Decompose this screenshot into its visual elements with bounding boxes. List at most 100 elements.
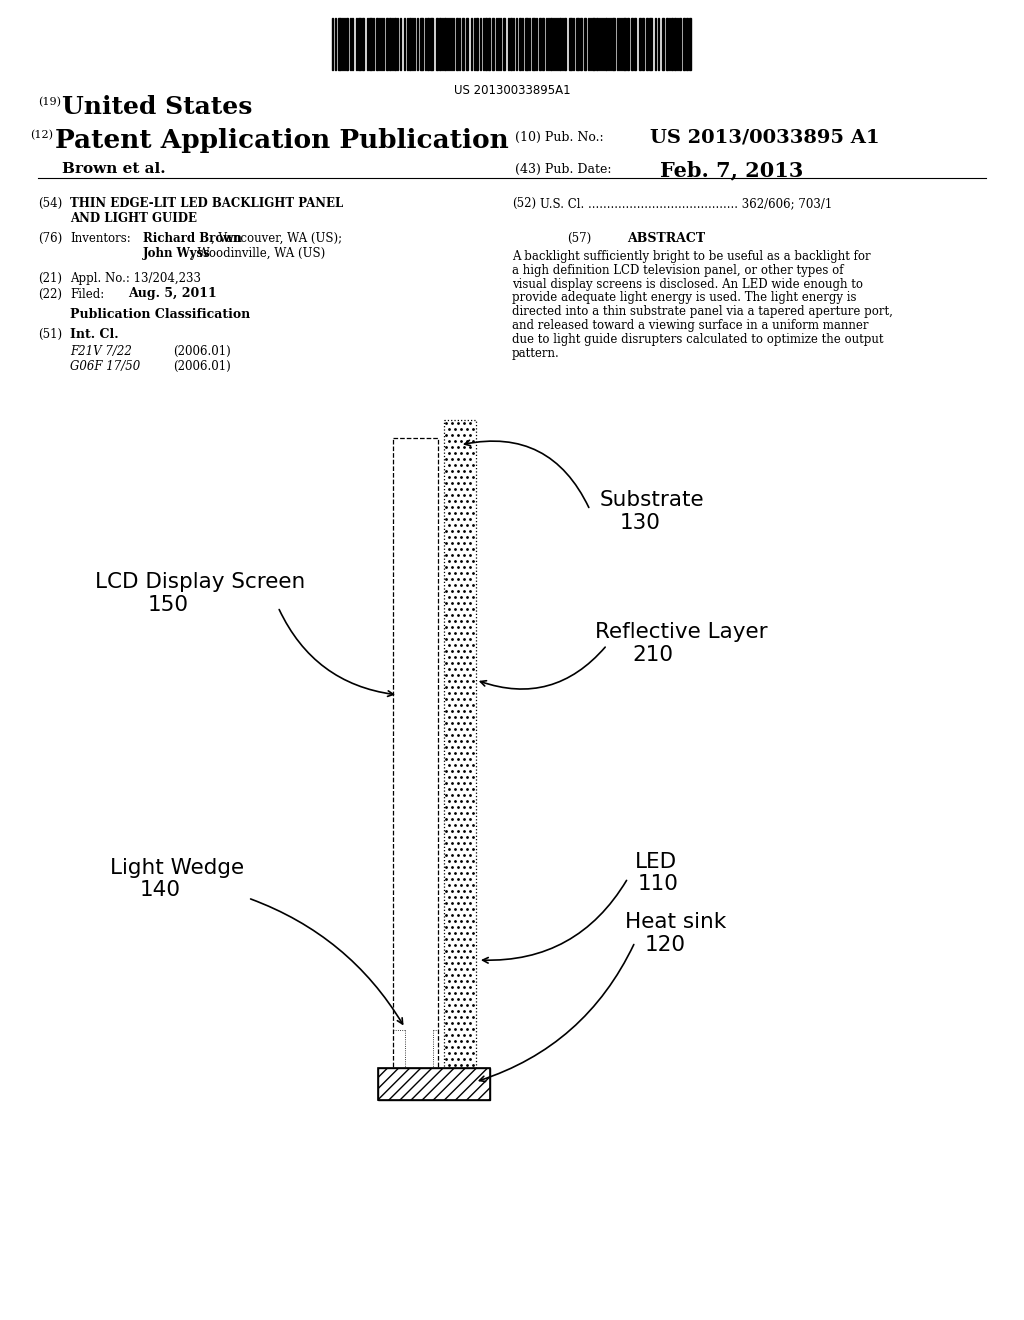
Bar: [679, 18, 681, 70]
Bar: [596, 18, 598, 70]
Text: Appl. No.: 13/204,233: Appl. No.: 13/204,233: [70, 272, 201, 285]
Bar: [631, 18, 633, 70]
Text: provide adequate light energy is used. The light energy is: provide adequate light energy is used. T…: [512, 292, 856, 305]
Bar: [559, 18, 561, 70]
Text: 130: 130: [620, 513, 660, 533]
Text: (21): (21): [38, 272, 62, 285]
Bar: [542, 18, 544, 70]
Text: , Vancouver, WA (US);: , Vancouver, WA (US);: [211, 232, 342, 246]
Text: (52): (52): [512, 197, 537, 210]
Text: Heat sink: Heat sink: [625, 912, 726, 932]
Bar: [575, 18, 579, 70]
Text: F21V 7/22: F21V 7/22: [70, 345, 132, 358]
Bar: [686, 18, 688, 70]
Bar: [569, 18, 572, 70]
Text: (12): (12): [30, 129, 53, 140]
Text: directed into a thin substrate panel via a tapered aperture port,: directed into a thin substrate panel via…: [512, 305, 893, 318]
Text: Aug. 5, 2011: Aug. 5, 2011: [128, 286, 217, 300]
Polygon shape: [444, 420, 476, 1092]
Text: Richard Brown: Richard Brown: [143, 232, 242, 246]
Text: Brown et al.: Brown et al.: [62, 162, 166, 176]
Text: AND LIGHT GUIDE: AND LIGHT GUIDE: [70, 213, 197, 224]
Text: a high definition LCD television panel, or other types of: a high definition LCD television panel, …: [512, 264, 844, 277]
Bar: [338, 18, 341, 70]
Text: LCD Display Screen: LCD Display Screen: [95, 572, 305, 591]
Bar: [358, 18, 361, 70]
Text: Publication Classification: Publication Classification: [70, 308, 250, 321]
Text: (2006.01): (2006.01): [173, 360, 230, 374]
Text: Inventors:: Inventors:: [70, 232, 131, 246]
Bar: [674, 18, 676, 70]
Bar: [456, 18, 458, 70]
Bar: [466, 18, 468, 70]
Bar: [525, 18, 528, 70]
Bar: [346, 18, 348, 70]
Text: U.S. Cl. ........................................ 362/606; 703/1: U.S. Cl. ...............................…: [540, 197, 833, 210]
Text: (43) Pub. Date:: (43) Pub. Date:: [515, 162, 611, 176]
Bar: [389, 18, 391, 70]
Bar: [376, 18, 378, 70]
Bar: [492, 18, 494, 70]
Bar: [444, 18, 446, 70]
Bar: [386, 18, 388, 70]
Text: Reflective Layer: Reflective Layer: [595, 622, 768, 642]
Bar: [666, 18, 668, 70]
Text: 110: 110: [638, 874, 679, 894]
Text: (51): (51): [38, 327, 62, 341]
Bar: [378, 1068, 490, 1100]
Text: (2006.01): (2006.01): [173, 345, 230, 358]
Bar: [503, 18, 505, 70]
Text: Feb. 7, 2013: Feb. 7, 2013: [660, 160, 804, 180]
Text: 120: 120: [645, 935, 686, 954]
Bar: [662, 18, 664, 70]
Text: United States: United States: [62, 95, 252, 119]
Bar: [592, 18, 595, 70]
Bar: [462, 18, 464, 70]
Bar: [605, 18, 607, 70]
Text: THIN EDGE-LIT LED BACKLIGHT PANEL: THIN EDGE-LIT LED BACKLIGHT PANEL: [70, 197, 343, 210]
Text: (76): (76): [38, 232, 62, 246]
Bar: [532, 18, 535, 70]
Text: 150: 150: [148, 595, 189, 615]
Bar: [409, 18, 411, 70]
Bar: [476, 18, 478, 70]
Bar: [564, 18, 566, 70]
Text: Int. Cl.: Int. Cl.: [70, 327, 119, 341]
Text: 210: 210: [632, 645, 673, 665]
Bar: [683, 18, 685, 70]
Text: Light Wedge: Light Wedge: [110, 858, 244, 878]
Bar: [689, 18, 691, 70]
Bar: [378, 1068, 490, 1100]
Bar: [634, 18, 636, 70]
Text: LED: LED: [635, 851, 677, 873]
Text: US 2013/0033895 A1: US 2013/0033895 A1: [650, 128, 880, 147]
Bar: [584, 18, 586, 70]
Text: US 20130033895A1: US 20130033895A1: [454, 84, 570, 96]
Text: (54): (54): [38, 197, 62, 210]
Bar: [639, 18, 641, 70]
Bar: [430, 18, 433, 70]
Text: 140: 140: [140, 880, 181, 900]
Bar: [436, 18, 438, 70]
Bar: [485, 18, 487, 70]
Text: (19): (19): [38, 96, 61, 107]
Text: and released toward a viewing surface in a uniform manner: and released toward a viewing surface in…: [512, 319, 868, 333]
Bar: [627, 18, 629, 70]
Text: A backlight sufficiently bright to be useful as a backlight for: A backlight sufficiently bright to be us…: [512, 249, 870, 263]
Bar: [649, 18, 652, 70]
Text: due to light guide disrupters calculated to optimize the output: due to light guide disrupters calculated…: [512, 333, 884, 346]
Text: John Wyss: John Wyss: [143, 247, 211, 260]
Bar: [646, 18, 648, 70]
Bar: [519, 18, 521, 70]
Text: G06F 17/50: G06F 17/50: [70, 360, 140, 374]
Bar: [642, 18, 644, 70]
Bar: [488, 18, 490, 70]
Bar: [439, 18, 441, 70]
Bar: [362, 18, 364, 70]
Bar: [369, 18, 372, 70]
Bar: [510, 18, 512, 70]
Bar: [580, 18, 582, 70]
Text: Substrate: Substrate: [600, 490, 705, 510]
Text: (22): (22): [38, 288, 62, 301]
Bar: [623, 18, 626, 70]
